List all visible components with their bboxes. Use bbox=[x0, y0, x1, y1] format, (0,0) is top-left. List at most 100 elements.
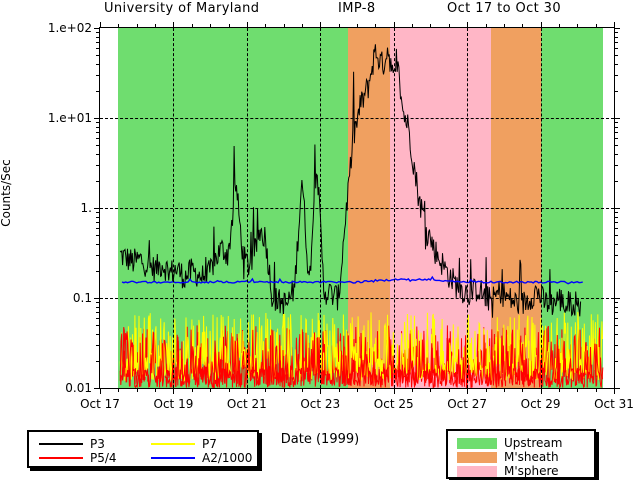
tick bbox=[283, 388, 285, 392]
tick bbox=[96, 216, 100, 218]
tick bbox=[338, 388, 340, 392]
tick bbox=[614, 131, 618, 133]
tick bbox=[265, 388, 267, 392]
tick bbox=[522, 24, 524, 28]
tick bbox=[614, 345, 618, 347]
tick bbox=[96, 165, 100, 167]
legend-item-a21000: A2/1000 bbox=[151, 451, 252, 465]
tick bbox=[614, 221, 618, 223]
legend-swatch-line bbox=[39, 443, 83, 445]
tick bbox=[503, 24, 505, 28]
series-legend: P3 P7 P5/4 A2/1000 bbox=[27, 430, 259, 468]
tick bbox=[614, 118, 620, 119]
tick bbox=[96, 41, 100, 43]
legend-swatch-box bbox=[457, 465, 497, 477]
tick bbox=[614, 32, 618, 34]
tick bbox=[614, 306, 618, 308]
tick bbox=[338, 24, 340, 28]
tick bbox=[614, 302, 618, 304]
tick bbox=[246, 22, 248, 28]
tick bbox=[228, 388, 230, 392]
tick bbox=[96, 311, 100, 313]
tick bbox=[155, 388, 157, 392]
tick bbox=[320, 388, 322, 394]
v-gridline bbox=[540, 28, 542, 388]
tick bbox=[301, 388, 303, 392]
tick bbox=[375, 388, 377, 392]
tick bbox=[96, 221, 100, 223]
tick bbox=[191, 24, 193, 28]
legend-label: Upstream bbox=[504, 436, 563, 450]
tick bbox=[265, 24, 267, 28]
y-tick-label: 0.01 bbox=[65, 381, 92, 395]
tick bbox=[96, 63, 100, 65]
tick bbox=[614, 227, 618, 229]
tick bbox=[96, 317, 100, 319]
tick bbox=[393, 388, 395, 394]
tick bbox=[210, 24, 212, 28]
tick bbox=[540, 388, 542, 394]
tick bbox=[614, 235, 618, 237]
tick bbox=[595, 388, 597, 392]
region-legend: Upstream M'sheath M'sphere bbox=[446, 429, 596, 479]
legend-item-p7: P7 bbox=[151, 437, 217, 451]
legend-label: A2/1000 bbox=[202, 451, 253, 465]
tick bbox=[357, 24, 358, 28]
tick bbox=[614, 311, 618, 313]
tick bbox=[94, 28, 100, 29]
tick bbox=[357, 388, 358, 392]
tick bbox=[614, 28, 620, 29]
tick bbox=[614, 36, 618, 38]
tick bbox=[96, 302, 100, 304]
v-gridline bbox=[173, 28, 175, 388]
tick bbox=[430, 388, 432, 392]
tick bbox=[558, 24, 560, 28]
tick bbox=[94, 118, 100, 119]
tick bbox=[118, 388, 120, 392]
legend-item-upstream: Upstream bbox=[457, 436, 562, 450]
tick bbox=[246, 388, 248, 394]
tick bbox=[96, 131, 100, 133]
tick bbox=[614, 55, 618, 57]
legend-item-p54: P5/4 bbox=[39, 451, 117, 465]
trace-p3 bbox=[119, 44, 582, 318]
y-tick-label: 1.e+01 bbox=[47, 111, 92, 125]
tick bbox=[558, 388, 560, 392]
x-tick-label: Oct 25 bbox=[373, 397, 414, 411]
tick bbox=[96, 360, 100, 362]
tick bbox=[540, 22, 542, 28]
tick bbox=[467, 388, 469, 394]
tick bbox=[136, 388, 138, 392]
tick bbox=[448, 388, 450, 392]
tick bbox=[614, 208, 620, 209]
tick bbox=[96, 137, 100, 139]
tick bbox=[614, 255, 618, 257]
tick bbox=[503, 388, 505, 392]
tick bbox=[96, 325, 100, 327]
tick bbox=[485, 24, 487, 28]
tick bbox=[96, 122, 100, 124]
tick bbox=[96, 270, 100, 272]
tick bbox=[614, 165, 618, 167]
tick bbox=[375, 24, 377, 28]
title-spacecraft: IMP-8 bbox=[338, 1, 376, 16]
legend-item-msheath: M'sheath bbox=[457, 450, 559, 464]
tick bbox=[173, 388, 175, 394]
tick bbox=[614, 75, 618, 77]
tick bbox=[100, 22, 101, 28]
title-date-range: Oct 17 to Oct 30 bbox=[447, 1, 562, 16]
tick bbox=[96, 153, 100, 155]
tick bbox=[155, 24, 157, 28]
tick bbox=[485, 388, 487, 392]
h-gridline bbox=[100, 208, 614, 209]
tick bbox=[614, 243, 618, 245]
tick bbox=[595, 24, 597, 28]
legend-label: P7 bbox=[202, 437, 217, 451]
tick bbox=[191, 388, 193, 392]
tick bbox=[412, 24, 414, 28]
tick bbox=[136, 24, 138, 28]
x-tick-label: Oct 23 bbox=[300, 397, 341, 411]
x-tick-label: Oct 27 bbox=[447, 397, 488, 411]
x-tick-label: Oct 29 bbox=[520, 397, 561, 411]
tick bbox=[94, 298, 100, 299]
